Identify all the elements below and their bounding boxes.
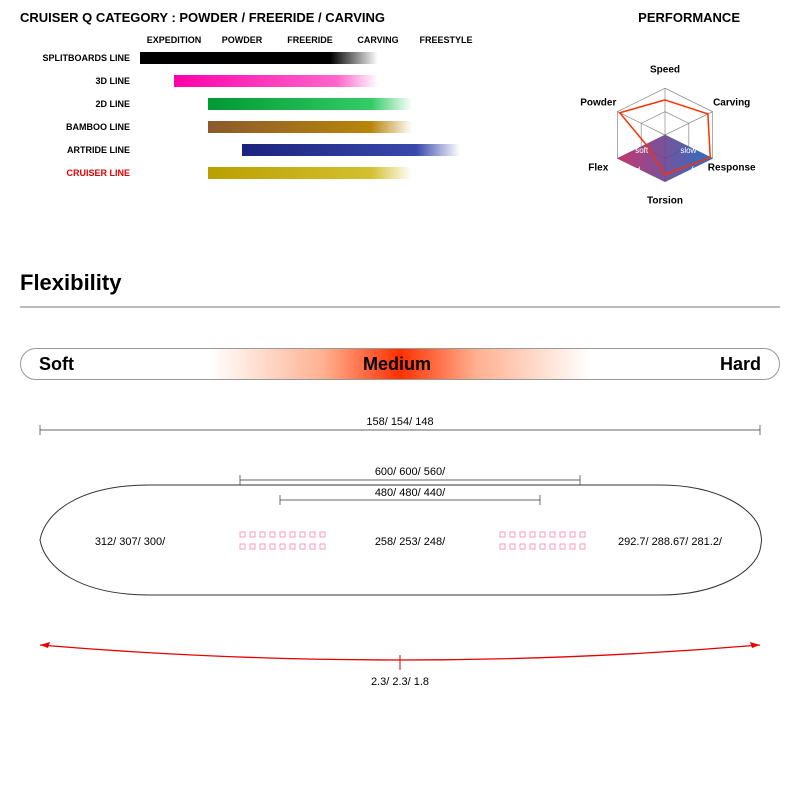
svg-text:slow: slow bbox=[680, 146, 696, 155]
svg-text:158/ 154/ 148: 158/ 154/ 148 bbox=[366, 416, 433, 428]
svg-text:Carving: Carving bbox=[713, 97, 750, 108]
svg-text:292.7/ 288.67/ 281.2/: 292.7/ 288.67/ 281.2/ bbox=[618, 536, 723, 548]
svg-text:hard: hard bbox=[624, 166, 640, 175]
category-row-label: 3D LINE bbox=[20, 76, 140, 86]
svg-text:fast: fast bbox=[691, 166, 705, 175]
category-bar bbox=[208, 98, 412, 110]
category-row: ARTRIDE LINE bbox=[20, 140, 550, 160]
category-column-label: EXPEDITION bbox=[140, 35, 208, 45]
board-diagram: 158/ 154/ 148 600/ 600/ 560/480/ 480/ 440… bbox=[20, 410, 780, 690]
flex-hard-label: Hard bbox=[720, 354, 761, 375]
svg-text:258/ 253/ 248/: 258/ 253/ 248/ bbox=[375, 536, 446, 548]
svg-text:Response: Response bbox=[708, 163, 756, 174]
svg-text:Speed: Speed bbox=[650, 65, 680, 76]
category-row-label: 2D LINE bbox=[20, 99, 140, 109]
svg-text:Powder: Powder bbox=[580, 97, 616, 108]
category-row-label: ARTRIDE LINE bbox=[20, 145, 140, 155]
category-bar bbox=[174, 75, 378, 87]
svg-text:600/ 600/ 560/: 600/ 600/ 560/ bbox=[375, 466, 446, 478]
category-row-label: CRUISER LINE bbox=[20, 168, 140, 178]
flex-soft-label: Soft bbox=[39, 354, 74, 375]
category-column-label: FREESTYLE bbox=[412, 35, 480, 45]
category-row-label: BAMBOO LINE bbox=[20, 122, 140, 132]
category-title: CRUISER Q CATEGORY : POWDER / FREERIDE /… bbox=[20, 10, 385, 25]
svg-text:2.3/ 2.3/ 1.8: 2.3/ 2.3/ 1.8 bbox=[371, 676, 429, 688]
svg-text:312/ 307/ 300/: 312/ 307/ 300/ bbox=[95, 536, 166, 548]
flexibility-heading: Flexibility bbox=[0, 250, 800, 306]
svg-text:480/ 480/ 440/: 480/ 480/ 440/ bbox=[375, 487, 446, 499]
svg-text:Torsion: Torsion bbox=[647, 195, 683, 206]
svg-text:Flex: Flex bbox=[588, 163, 608, 174]
category-chart: EXPEDITIONPOWDERFREERIDECARVINGFREESTYLE… bbox=[20, 35, 550, 240]
category-bar bbox=[242, 144, 460, 156]
divider bbox=[20, 306, 780, 308]
category-row-label: SPLITBOARDS LINE bbox=[20, 53, 140, 63]
category-bar bbox=[208, 167, 412, 179]
category-column-label: POWDER bbox=[208, 35, 276, 45]
svg-text:soft: soft bbox=[635, 146, 649, 155]
category-bar bbox=[140, 52, 378, 64]
flex-medium-label: Medium bbox=[363, 354, 431, 375]
flexibility-bar: Soft Medium Hard bbox=[20, 348, 780, 380]
category-column-label: CARVING bbox=[344, 35, 412, 45]
performance-radar: Speed Carving Response Torsion Flex Powder sof… bbox=[550, 35, 780, 240]
category-row: 3D LINE bbox=[20, 71, 550, 91]
category-row: BAMBOO LINE bbox=[20, 117, 550, 137]
category-bar bbox=[208, 121, 412, 133]
category-row: CRUISER LINE bbox=[20, 163, 550, 183]
performance-title: PERFORMANCE bbox=[638, 10, 740, 25]
category-row: 2D LINE bbox=[20, 94, 550, 114]
category-row: SPLITBOARDS LINE bbox=[20, 48, 550, 68]
category-column-label: FREERIDE bbox=[276, 35, 344, 45]
